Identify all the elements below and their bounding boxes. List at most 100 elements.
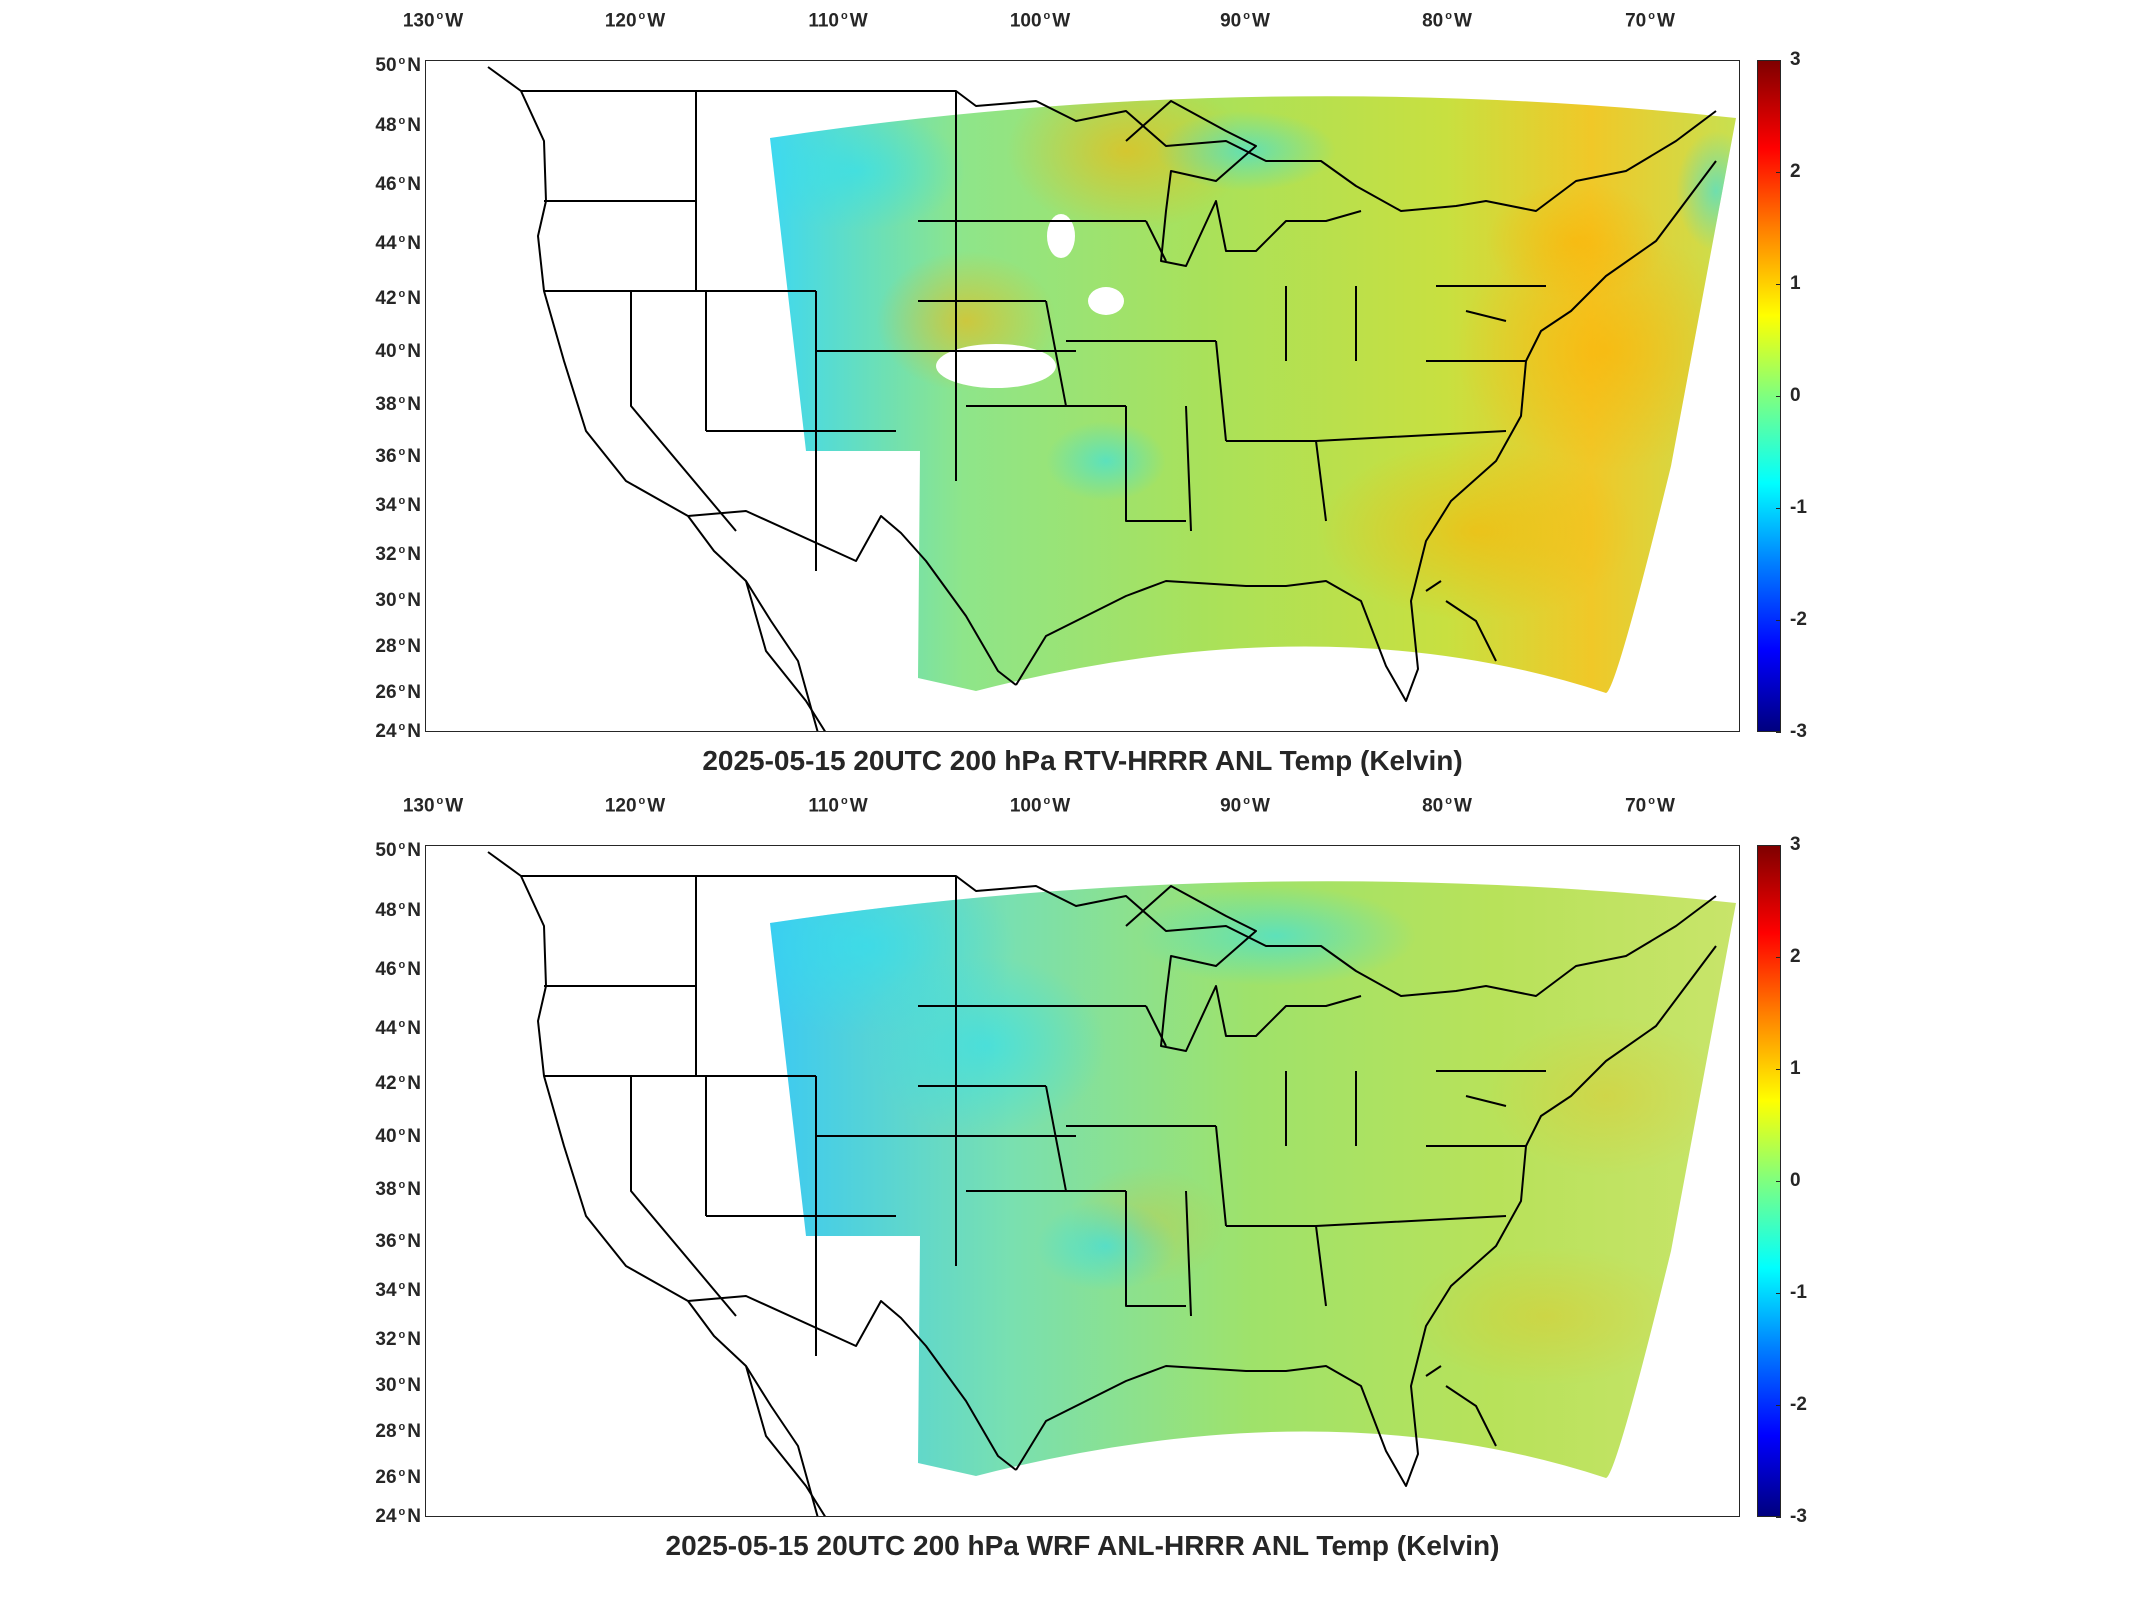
lat-tick-label: 24 o N [375,1505,421,1528]
colorbar-tick-mark [1776,1517,1781,1518]
lon-tick-label: 120 o W [604,795,666,817]
degree-symbol: o [398,1230,406,1243]
lat-tick-label: 48 o N [375,899,421,922]
missing-data-patch [1088,287,1124,315]
lon-tick-label: 110 o W [808,795,868,817]
colorbar-tick-label: -2 [1790,1394,1807,1415]
degree-symbol: o [398,681,406,694]
colorbar-tick-mark [1776,732,1781,733]
lat-tick-label: 42 o N [375,1072,421,1095]
lat-tick-label: 28 o N [375,635,421,658]
missing-data-patch [1047,214,1075,258]
map-panel-wrf: 130 o W 120 o W 110 o W 100 o W 90 o W 80 o W 70 o W 50 o N 48 o… [0,785,2133,1600]
lon-tick-label: 70 o W [1625,10,1675,32]
degree-symbol: o [398,1279,406,1292]
degree-symbol: o [436,10,444,22]
degree-symbol: o [398,1017,406,1030]
lat-tick-label: 50 o N [375,54,421,77]
colorbar-tick-mark [1776,1405,1781,1406]
lat-tick-label: 38 o N [375,1178,421,1201]
lat-tick-label: 30 o N [375,589,421,612]
colorbar-tick-mark [1776,172,1781,173]
colorbar-tick-label: -3 [1790,721,1807,742]
lat-tick-label: 48 o N [375,114,421,137]
colorbar-tick-mark [1776,508,1781,509]
conus-map [487,851,1736,1516]
degree-symbol: o [1445,795,1452,807]
colorbar-tick-mark [1776,845,1781,846]
degree-symbol: o [638,10,646,22]
degree-symbol: o [398,958,406,971]
colorbar-tick-mark [1776,957,1781,958]
lon-tick-label: 130 o W [402,795,464,817]
colorbar-tick-label: 2 [1790,161,1801,182]
lon-tick-label: 90 o W [1220,795,1270,817]
colorbar-tick-label: -2 [1790,609,1807,630]
political-boundaries [487,851,1717,1516]
lon-tick-label: 130 o W [402,10,464,32]
degree-symbol: o [398,1420,406,1433]
lon-tick-label: 100 o W [1009,10,1071,32]
panel-title: 2025-05-15 20UTC 200 hPa WRF ANL-HRRR AN… [665,1530,1500,1561]
lat-tick-label: 34 o N [375,1279,421,1302]
lat-tick-label: 36 o N [375,445,421,468]
degree-symbol: o [398,899,406,912]
panel-title: 2025-05-15 20UTC 200 hPa RTV-HRRR ANL Te… [702,745,1463,776]
lat-tick-label: 28 o N [375,1420,421,1443]
lat-tick-label: 26 o N [375,681,421,704]
lat-tick-label: 44 o N [375,232,421,255]
colorbar-tick-label: 0 [1790,385,1801,406]
degree-symbol: o [398,114,406,127]
colorbar-tick-label: 2 [1790,946,1801,967]
colorbar-tick-mark [1776,396,1781,397]
colorbar-tick-mark [1776,1069,1781,1070]
colorbar-tick-label: 0 [1790,1170,1801,1191]
lat-tick-label: 40 o N [375,340,421,363]
degree-symbol: o [398,543,406,556]
lon-tick-label: 110 o W [808,10,868,32]
degree-symbol: o [398,340,406,353]
lat-tick-label: 32 o N [375,543,421,566]
map-plot-area [425,845,1740,1517]
lon-tick-label: 80 o W [1422,10,1472,32]
map-plot-area [425,60,1740,732]
degree-symbol: o [398,393,406,406]
colorbar-tick-label: -1 [1790,497,1807,518]
lon-tick-label: 70 o W [1625,795,1675,817]
degree-symbol: o [398,1178,406,1191]
degree-symbol: o [398,54,406,67]
degree-symbol: o [1243,795,1250,807]
degree-symbol: o [398,839,406,852]
colorbar-tick-mark [1776,60,1781,61]
lat-tick-label: 36 o N [375,1230,421,1253]
lat-tick-label: 46 o N [375,173,421,196]
degree-symbol: o [840,10,848,22]
colorbar-tick-mark [1776,620,1781,621]
missing-data-patch [936,344,1056,388]
degree-symbol: o [398,173,406,186]
degree-symbol: o [1648,10,1655,22]
lat-tick-label: 50 o N [375,839,421,862]
degree-symbol: o [1648,795,1655,807]
colorbar-tick-mark [1776,1181,1781,1182]
degree-symbol: o [1043,795,1051,807]
lat-tick-label: 26 o N [375,1466,421,1489]
lat-tick-label: 32 o N [375,1328,421,1351]
degree-symbol: o [398,589,406,602]
colorbar-tick-label: 1 [1790,1058,1801,1079]
degree-symbol: o [398,232,406,245]
degree-symbol: o [398,720,406,733]
degree-symbol: o [398,1328,406,1341]
degree-symbol: o [398,494,406,507]
colorbar-tick-label: 1 [1790,273,1801,294]
colorbar-tick-mark [1776,1293,1781,1294]
degree-symbol: o [1243,10,1250,22]
map-panel-rtv: 130 o W 120 o W 110 o W 100 o W 90 o W 80 o W 70 o W 50 o N 48 o… [0,0,2133,790]
conus-map [487,66,1736,731]
degree-symbol: o [398,445,406,458]
lat-tick-label: 46 o N [375,958,421,981]
degree-symbol: o [1445,10,1452,22]
lat-tick-label: 42 o N [375,287,421,310]
degree-symbol: o [436,795,444,807]
degree-symbol: o [398,287,406,300]
